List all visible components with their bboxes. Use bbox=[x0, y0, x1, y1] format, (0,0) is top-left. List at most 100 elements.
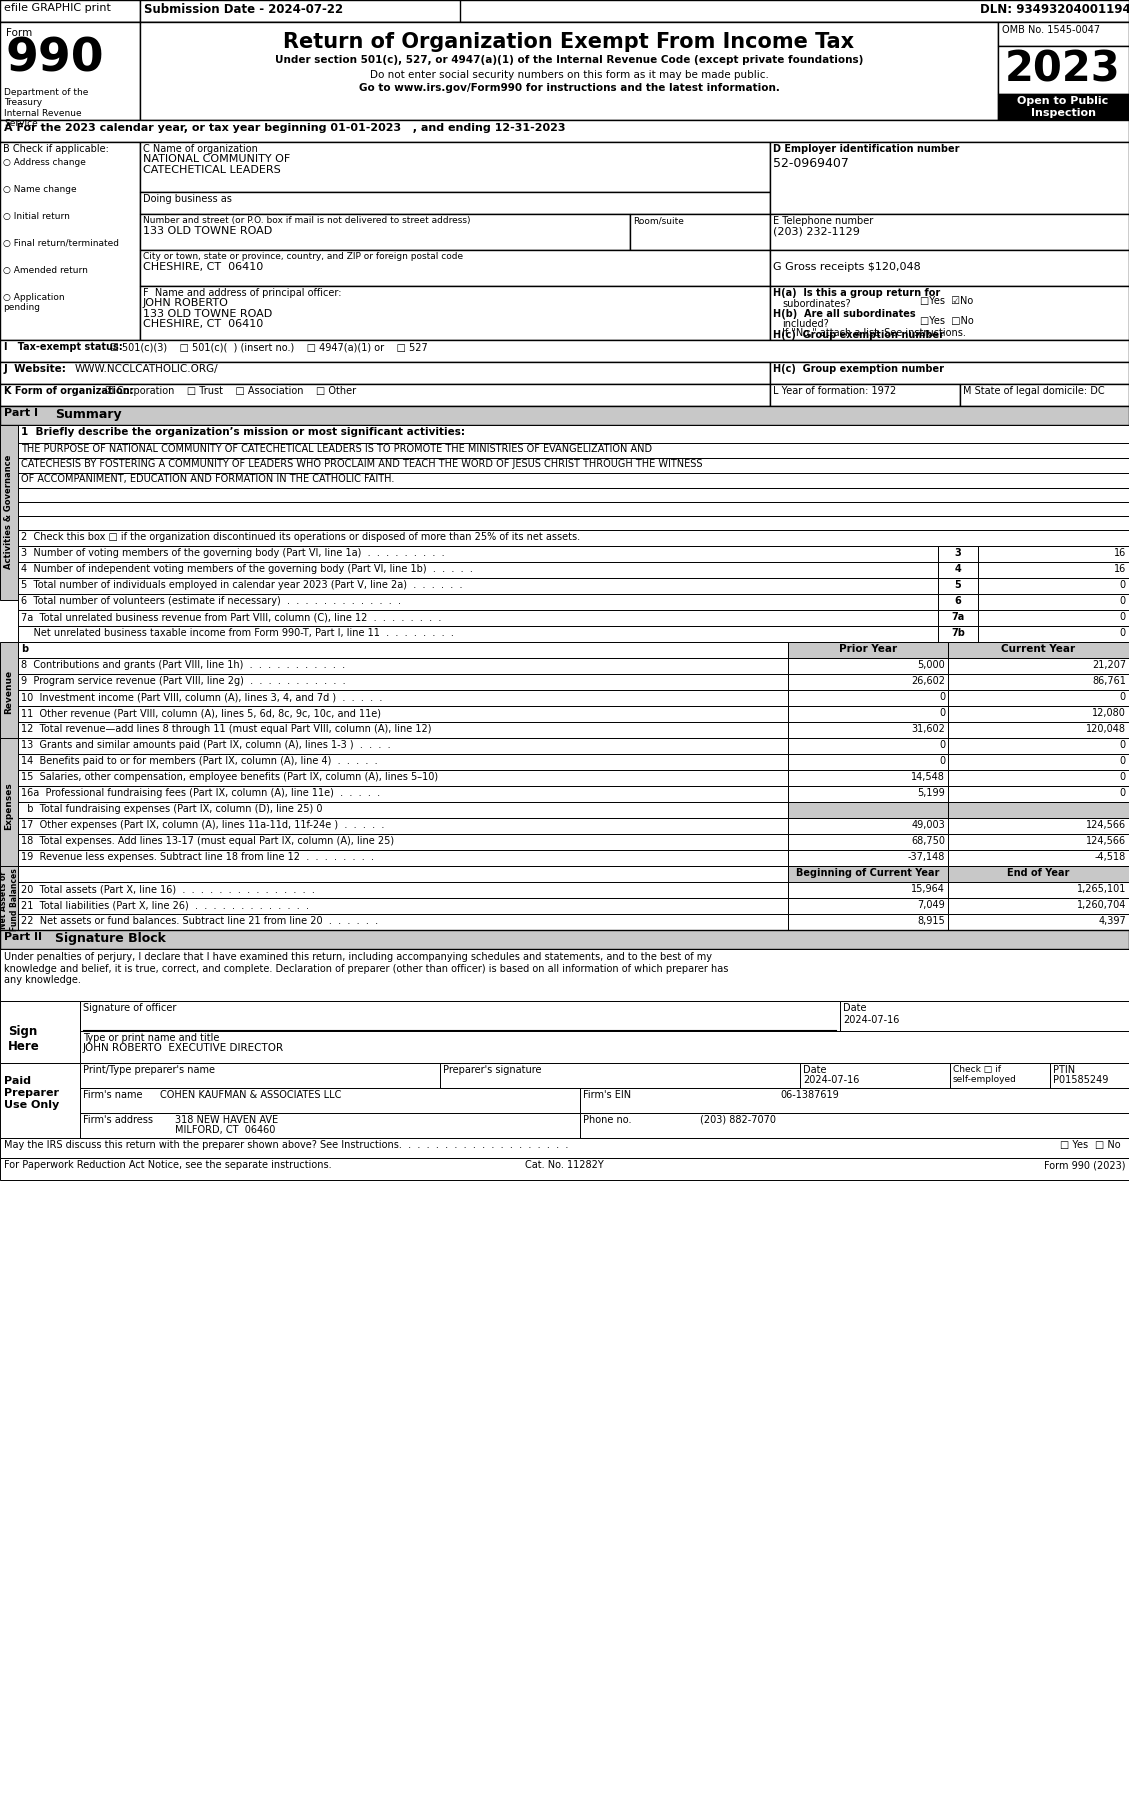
Text: 11  Other revenue (Part VIII, column (A), lines 5, 6d, 8c, 9c, 10c, and 11e): 11 Other revenue (Part VIII, column (A),… bbox=[21, 708, 380, 717]
Bar bbox=[18, 706, 788, 723]
Text: ○ Address change: ○ Address change bbox=[3, 159, 86, 168]
Bar bbox=[788, 769, 948, 786]
Bar bbox=[0, 22, 1129, 121]
Bar bbox=[948, 690, 1129, 706]
Text: -4,518: -4,518 bbox=[1095, 852, 1126, 861]
Text: Open to Public
Inspection: Open to Public Inspection bbox=[1017, 96, 1109, 117]
Text: ○ Amended return: ○ Amended return bbox=[3, 267, 88, 276]
Bar bbox=[998, 22, 1129, 47]
Bar bbox=[0, 1139, 1129, 1159]
Bar bbox=[948, 674, 1129, 690]
Bar bbox=[788, 753, 948, 769]
Text: Number and street (or P.O. box if mail is not delivered to street address): Number and street (or P.O. box if mail i… bbox=[143, 216, 471, 225]
Text: 0: 0 bbox=[939, 757, 945, 766]
Text: 120,048: 120,048 bbox=[1086, 724, 1126, 733]
Bar bbox=[18, 658, 788, 674]
Bar bbox=[788, 867, 948, 881]
Text: 0: 0 bbox=[939, 708, 945, 717]
Bar bbox=[788, 851, 948, 867]
Text: Prior Year: Prior Year bbox=[839, 643, 898, 654]
Text: □Yes  □No: □Yes □No bbox=[920, 315, 973, 326]
Bar bbox=[960, 384, 1129, 405]
Text: Print/Type preparer's name: Print/Type preparer's name bbox=[84, 1065, 215, 1076]
Bar bbox=[948, 658, 1129, 674]
Text: 5,000: 5,000 bbox=[917, 660, 945, 670]
Text: 52-0969407: 52-0969407 bbox=[773, 157, 849, 169]
Bar bbox=[0, 425, 18, 600]
Bar bbox=[948, 786, 1129, 802]
Text: Summary: Summary bbox=[55, 407, 122, 422]
Bar bbox=[0, 1159, 1129, 1180]
Text: L Year of formation: 1972: L Year of formation: 1972 bbox=[773, 386, 896, 396]
Bar bbox=[580, 1114, 1129, 1139]
Bar bbox=[18, 625, 938, 642]
Text: b  Total fundraising expenses (Part IX, column (D), line 25) 0: b Total fundraising expenses (Part IX, c… bbox=[21, 804, 323, 815]
Bar bbox=[788, 818, 948, 834]
Bar bbox=[938, 562, 978, 578]
Bar bbox=[788, 914, 948, 930]
Text: CATECHETICAL LEADERS: CATECHETICAL LEADERS bbox=[143, 166, 281, 175]
Text: Return of Organization Exempt From Income Tax: Return of Organization Exempt From Incom… bbox=[283, 32, 855, 52]
Bar bbox=[18, 739, 788, 753]
Text: Cat. No. 11282Y: Cat. No. 11282Y bbox=[525, 1160, 603, 1169]
Bar bbox=[0, 341, 1129, 362]
Text: Current Year: Current Year bbox=[1001, 643, 1075, 654]
Text: 133 OLD TOWNE ROAD: 133 OLD TOWNE ROAD bbox=[143, 308, 272, 319]
Text: 8,915: 8,915 bbox=[917, 915, 945, 926]
Text: G Gross receipts $120,048: G Gross receipts $120,048 bbox=[773, 261, 921, 272]
Text: 990: 990 bbox=[6, 36, 105, 81]
Bar bbox=[18, 723, 788, 739]
Text: (203) 882-7070: (203) 882-7070 bbox=[700, 1115, 776, 1124]
Text: Preparer's signature: Preparer's signature bbox=[443, 1065, 542, 1076]
Text: Date: Date bbox=[843, 1004, 866, 1013]
Bar bbox=[840, 1000, 1129, 1031]
Text: Department of the
Treasury
Internal Revenue
Service: Department of the Treasury Internal Reve… bbox=[5, 88, 88, 128]
Bar bbox=[788, 739, 948, 753]
Text: 5: 5 bbox=[955, 580, 962, 589]
Bar bbox=[788, 802, 948, 818]
Bar bbox=[18, 753, 788, 769]
Text: 3: 3 bbox=[955, 548, 962, 559]
Bar bbox=[18, 802, 788, 818]
Text: 7a: 7a bbox=[952, 613, 964, 622]
Bar bbox=[788, 706, 948, 723]
Text: 1  Briefly describe the organization’s mission or most significant activities:: 1 Briefly describe the organization’s mi… bbox=[21, 427, 465, 438]
Text: ☑ 501(c)(3)    □ 501(c)(  ) (insert no.)    □ 4947(a)(1) or    □ 527: ☑ 501(c)(3) □ 501(c)( ) (insert no.) □ 4… bbox=[110, 342, 428, 351]
Text: JOHN ROBERTO: JOHN ROBERTO bbox=[143, 297, 229, 308]
Bar bbox=[18, 458, 1129, 472]
Text: 6  Total number of volunteers (estimate if necessary)  .  .  .  .  .  .  .  .  .: 6 Total number of volunteers (estimate i… bbox=[21, 596, 401, 605]
Text: 21,207: 21,207 bbox=[1092, 660, 1126, 670]
Bar bbox=[948, 881, 1129, 897]
Bar bbox=[140, 142, 770, 193]
Text: H(c)  Group exemption number: H(c) Group exemption number bbox=[773, 330, 944, 341]
Text: 0: 0 bbox=[1120, 596, 1126, 605]
Text: For Paperwork Reduction Act Notice, see the separate instructions.: For Paperwork Reduction Act Notice, see … bbox=[5, 1160, 332, 1169]
Text: 0: 0 bbox=[1120, 757, 1126, 766]
Text: Net unrelated business taxable income from Form 990-T, Part I, line 11  .  .  . : Net unrelated business taxable income fr… bbox=[21, 629, 454, 638]
Bar bbox=[18, 867, 788, 881]
Text: 9  Program service revenue (Part VIII, line 2g)  .  .  .  .  .  .  .  .  .  .  .: 9 Program service revenue (Part VIII, li… bbox=[21, 676, 345, 687]
Text: 2  Check this box □ if the organization discontinued its operations or disposed : 2 Check this box □ if the organization d… bbox=[21, 532, 580, 542]
Text: 20  Total assets (Part X, line 16)  .  .  .  .  .  .  .  .  .  .  .  .  .  .  .: 20 Total assets (Part X, line 16) . . . … bbox=[21, 885, 315, 894]
Text: Activities & Governance: Activities & Governance bbox=[5, 454, 14, 569]
Bar bbox=[80, 1114, 580, 1139]
Text: Go to www.irs.gov/Form990 for instructions and the latest information.: Go to www.irs.gov/Form990 for instructio… bbox=[359, 83, 779, 94]
Bar bbox=[0, 930, 1129, 950]
Text: subordinates?: subordinates? bbox=[782, 299, 850, 308]
Bar bbox=[140, 0, 460, 22]
Text: H(b)  Are all subordinates: H(b) Are all subordinates bbox=[773, 308, 916, 319]
Text: ○ Name change: ○ Name change bbox=[3, 186, 77, 195]
Bar bbox=[80, 1088, 580, 1114]
Text: 133 OLD TOWNE ROAD: 133 OLD TOWNE ROAD bbox=[143, 225, 272, 236]
Text: May the IRS discuss this return with the preparer shown above? See Instructions.: May the IRS discuss this return with the… bbox=[5, 1141, 568, 1150]
Text: 22  Net assets or fund balances. Subtract line 21 from line 20  .  .  .  .  .  .: 22 Net assets or fund balances. Subtract… bbox=[21, 915, 378, 926]
Bar bbox=[18, 611, 938, 625]
Text: ○ Application
pending: ○ Application pending bbox=[3, 294, 64, 312]
Bar bbox=[18, 914, 788, 930]
Bar bbox=[18, 834, 788, 851]
Text: Room/suite: Room/suite bbox=[633, 216, 684, 225]
Text: Doing business as: Doing business as bbox=[143, 195, 231, 204]
Bar bbox=[938, 611, 978, 625]
Text: 0: 0 bbox=[1120, 741, 1126, 750]
Text: 13  Grants and similar amounts paid (Part IX, column (A), lines 1-3 )  .  .  .  : 13 Grants and similar amounts paid (Part… bbox=[21, 741, 391, 750]
